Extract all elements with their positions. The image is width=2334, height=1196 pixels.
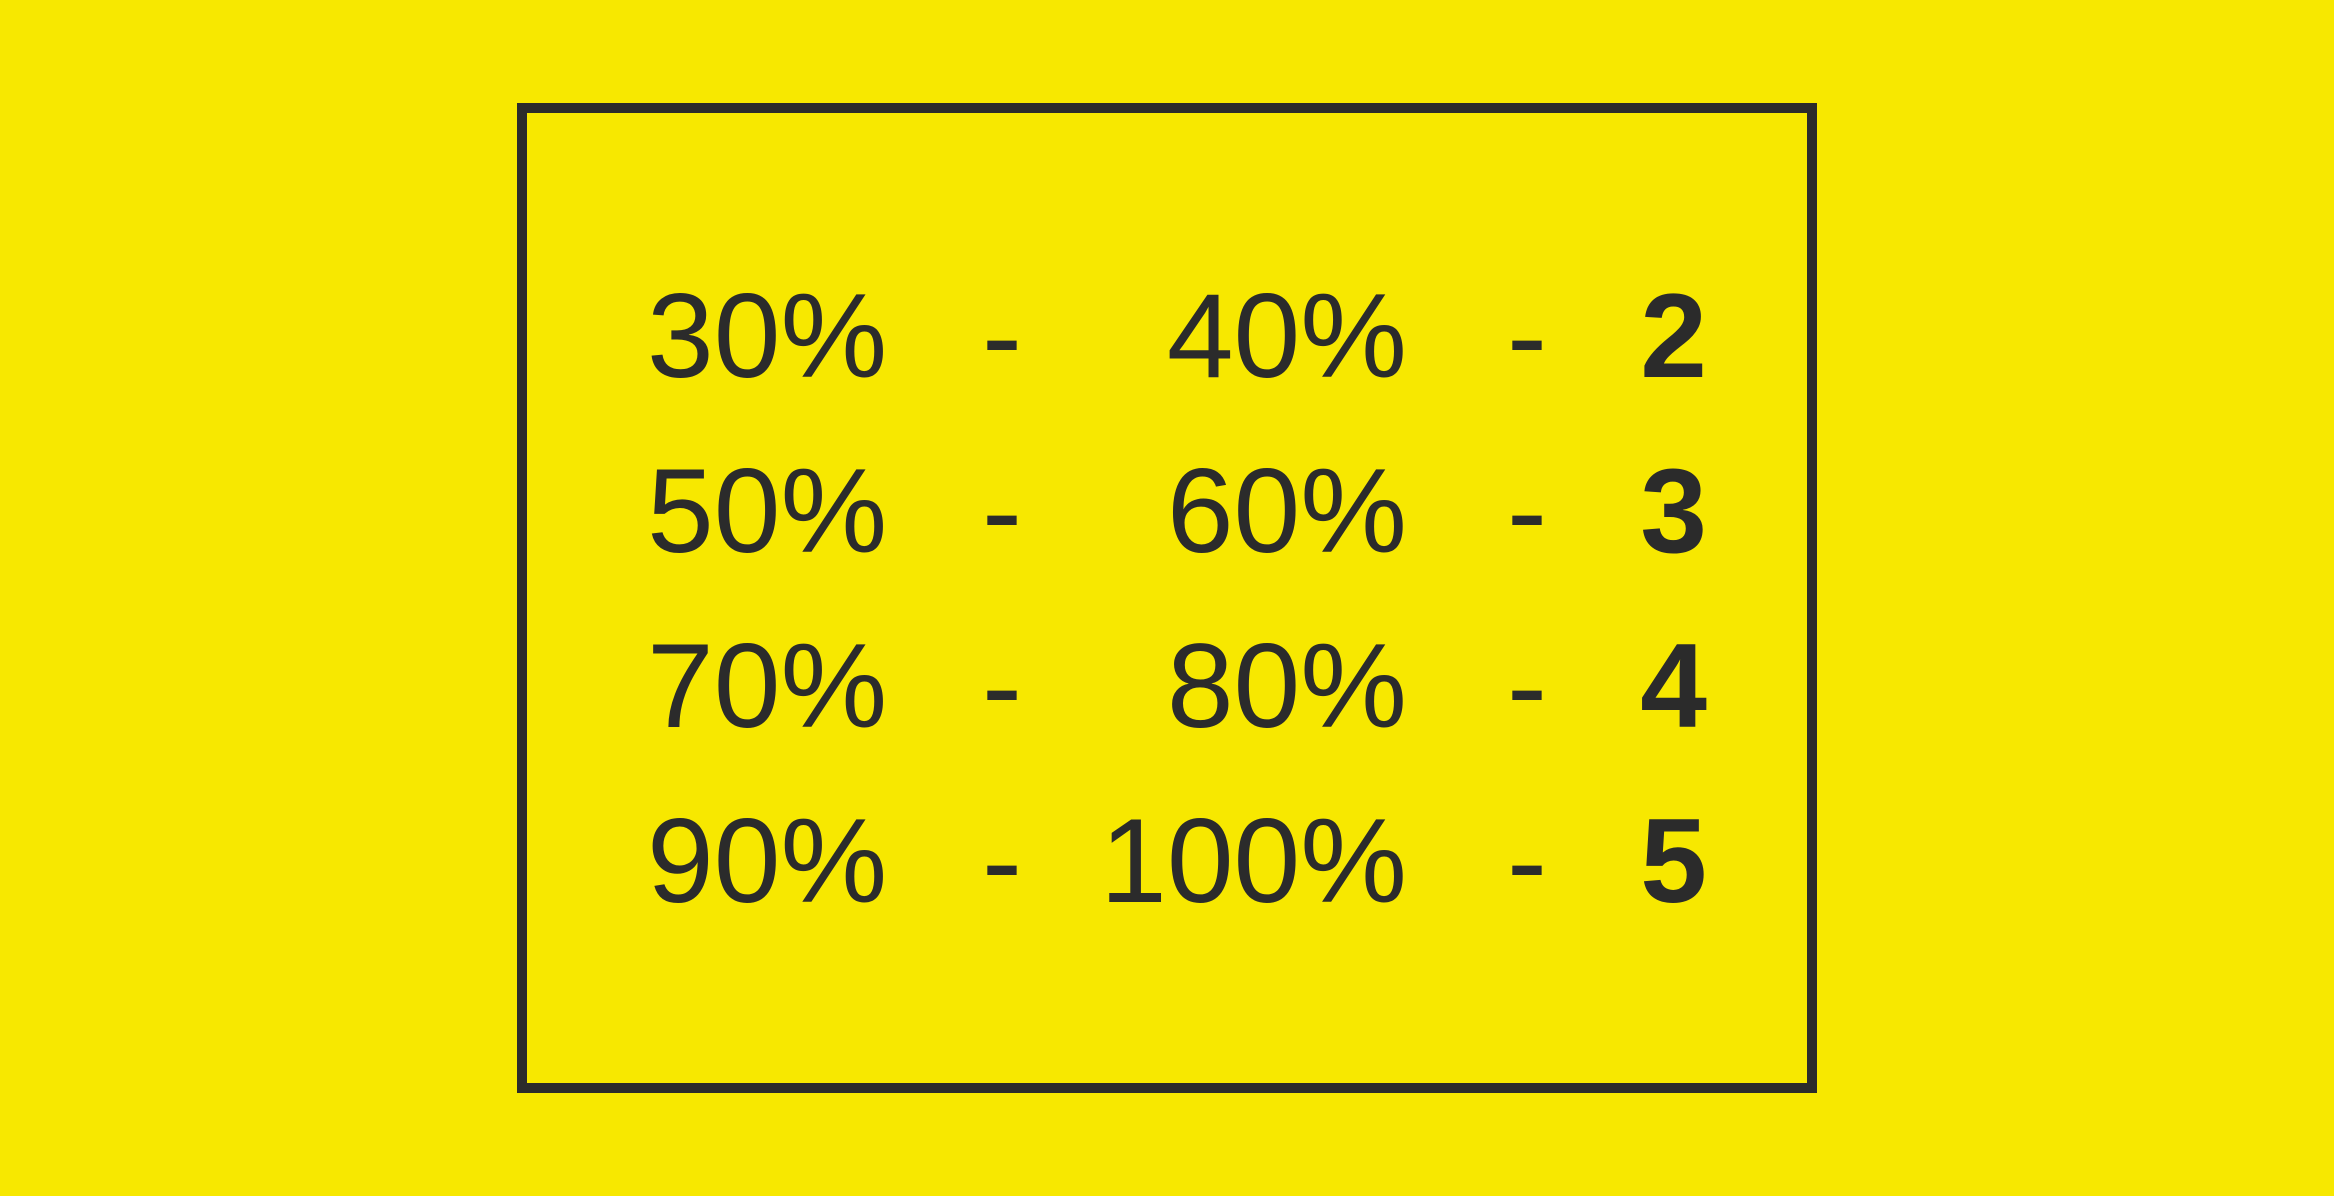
score-legend-box: 30% - 40% - 2 50% - 60% - 3 70% - 80% - … <box>517 103 1817 1093</box>
score-value: 5 <box>1547 801 1707 921</box>
range-high: 60% <box>1047 451 1407 571</box>
range-low: 30% <box>647 276 957 396</box>
range-low: 50% <box>647 451 957 571</box>
range-dash: - <box>957 451 1047 571</box>
score-value: 4 <box>1547 626 1707 746</box>
score-row: 50% - 60% - 3 <box>647 451 1717 571</box>
score-value: 3 <box>1547 451 1707 571</box>
range-dash: - <box>957 276 1047 396</box>
score-dash: - <box>1407 276 1547 396</box>
range-high: 40% <box>1047 276 1407 396</box>
range-low: 90% <box>647 801 957 921</box>
range-high: 80% <box>1047 626 1407 746</box>
score-value: 2 <box>1547 276 1707 396</box>
range-dash: - <box>957 626 1047 746</box>
score-row: 90% - 100% - 5 <box>647 801 1717 921</box>
score-row: 70% - 80% - 4 <box>647 626 1717 746</box>
range-low: 70% <box>647 626 957 746</box>
score-dash: - <box>1407 626 1547 746</box>
score-dash: - <box>1407 451 1547 571</box>
score-dash: - <box>1407 801 1547 921</box>
range-high: 100% <box>1047 801 1407 921</box>
range-dash: - <box>957 801 1047 921</box>
score-row: 30% - 40% - 2 <box>647 276 1717 396</box>
